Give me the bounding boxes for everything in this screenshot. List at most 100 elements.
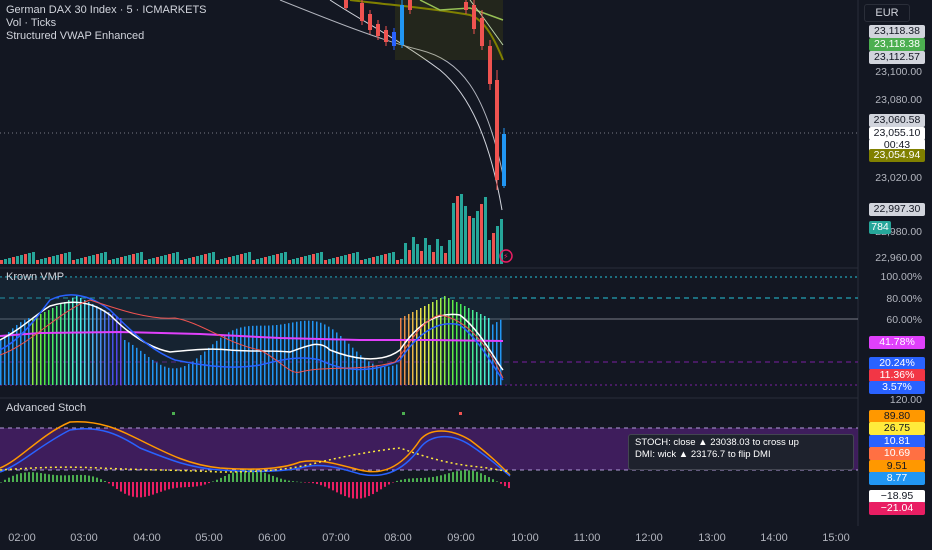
stoch-d-line <box>0 428 511 477</box>
stoch-bar <box>176 482 178 488</box>
stoch-bar <box>0 482 2 483</box>
stoch-bar <box>492 479 494 482</box>
stoch-bar <box>120 482 122 492</box>
stoch-value-label: 89.80 <box>869 410 925 423</box>
volume-bar <box>340 256 343 264</box>
stoch-pane-title[interactable]: Advanced Stoch <box>6 402 87 414</box>
vmp-bar <box>96 306 98 385</box>
volume-bar <box>476 211 479 264</box>
vmp-bar <box>212 344 214 385</box>
vmp-bar <box>108 312 110 385</box>
vmp-bar <box>340 335 342 385</box>
volume-bar <box>368 258 371 264</box>
volume-bar <box>260 258 263 264</box>
stoch-value-label: 26.75 <box>869 422 925 435</box>
candle <box>464 2 468 10</box>
stoch-bar <box>296 481 298 483</box>
vmp-bar <box>40 314 42 385</box>
stoch-bar <box>140 482 142 498</box>
stoch-bar <box>212 481 214 482</box>
volume-bar <box>68 252 71 264</box>
candle <box>480 18 484 46</box>
candle <box>384 30 388 42</box>
vmp-bar <box>356 351 358 385</box>
candles[interactable] <box>344 0 506 190</box>
volume-bar <box>432 252 435 264</box>
volume-histogram <box>0 194 503 264</box>
volume-bar <box>172 253 175 264</box>
volume-bar <box>232 256 235 264</box>
vwap-indicator-label[interactable]: Structured VWAP Enhanced <box>6 30 145 42</box>
stoch-bar <box>4 479 6 482</box>
stoch-bar <box>92 476 94 482</box>
stoch-bar <box>240 469 242 482</box>
volume-bar <box>8 258 11 264</box>
symbol-title[interactable]: German DAX 30 Index · 5 · ICMARKETS <box>6 4 207 16</box>
stoch-bar <box>152 482 154 495</box>
vmp-bar <box>172 368 174 385</box>
stoch-bar <box>196 482 198 487</box>
stoch-bar <box>204 482 206 485</box>
stoch-bar <box>412 478 414 482</box>
vmp-bar <box>332 329 334 385</box>
stoch-bar <box>448 473 450 482</box>
vmp-bar <box>380 366 382 385</box>
volume-bar <box>496 226 499 264</box>
vmp-bar <box>292 322 294 385</box>
volume-bar <box>192 257 195 264</box>
vmp-bar <box>392 365 394 385</box>
stoch-bar <box>248 469 250 482</box>
stoch-bar <box>68 475 70 482</box>
time-tick: 13:00 <box>698 532 726 544</box>
volume-bar <box>380 255 383 264</box>
tooltip-line-stoch: STOCH: close ▲ 23038.03 to cross up <box>635 437 799 448</box>
volume-bar <box>272 255 275 264</box>
volume-bar <box>156 257 159 264</box>
time-tick: 07:00 <box>322 532 350 544</box>
stoch-bar <box>332 482 334 491</box>
volume-bar <box>28 253 31 264</box>
vmp-bar <box>416 310 418 385</box>
stoch-bar <box>420 477 422 482</box>
volume-bar <box>384 254 387 264</box>
volume-bar <box>136 253 139 264</box>
stoch-bar <box>480 473 482 482</box>
stoch-bar <box>168 482 170 490</box>
stoch-bar <box>416 478 418 482</box>
vmp-bar <box>244 326 246 385</box>
volume-bar <box>248 252 251 264</box>
stoch-bar <box>396 480 398 482</box>
volume-bar <box>408 250 411 264</box>
vmp-bar <box>56 306 58 385</box>
stoch-bar <box>324 482 326 487</box>
volume-indicator-label[interactable]: Vol · Ticks <box>6 17 57 29</box>
volume-bar <box>484 197 487 264</box>
vmp-bar <box>500 319 502 385</box>
volume-bar <box>72 260 75 264</box>
currency-button[interactable]: EUR <box>864 4 910 22</box>
stoch-bar <box>472 470 474 482</box>
volume-bar <box>280 253 283 264</box>
vmp-pane-title[interactable]: Krown VMP <box>6 271 65 283</box>
stoch-bar <box>128 482 130 496</box>
stoch-bar <box>404 479 406 482</box>
volume-bar <box>200 255 203 264</box>
volume-bar <box>316 253 319 264</box>
stoch-bar <box>308 482 310 483</box>
volume-bar <box>456 196 459 264</box>
stoch-bar <box>408 478 410 482</box>
vmp-bar <box>304 320 306 385</box>
volume-bar <box>420 251 423 264</box>
vmp-bar <box>228 332 230 385</box>
vmp-bar <box>300 321 302 385</box>
volume-bar <box>448 240 451 264</box>
vmp-bar <box>76 296 78 385</box>
vmp-bar <box>116 316 118 385</box>
stoch-bar <box>488 477 490 482</box>
lightning-icon[interactable] <box>499 249 513 263</box>
vmp-bar <box>428 304 430 385</box>
stoch-value-label: 8.77 <box>869 472 925 485</box>
vmp-bar <box>308 320 310 385</box>
candle <box>400 5 404 45</box>
